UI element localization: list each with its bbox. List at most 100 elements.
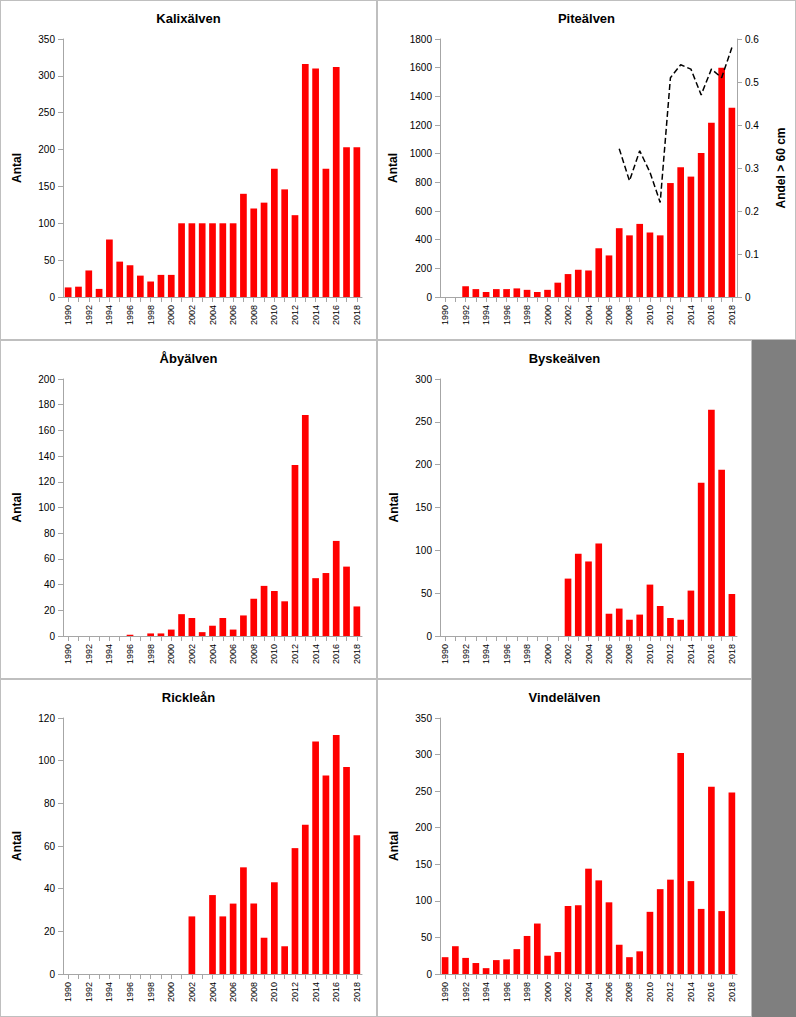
- svg-text:2016: 2016: [706, 644, 716, 664]
- svg-text:1992: 1992: [461, 305, 471, 325]
- svg-text:200: 200: [415, 459, 432, 470]
- svg-text:0.1: 0.1: [745, 249, 759, 260]
- svg-text:2008: 2008: [624, 644, 634, 664]
- svg-text:2000: 2000: [166, 644, 176, 664]
- svg-text:Andel > 60 cm: Andel > 60 cm: [774, 127, 788, 208]
- svg-text:800: 800: [415, 177, 432, 188]
- svg-text:2000: 2000: [543, 982, 553, 1002]
- svg-text:2000: 2000: [543, 305, 553, 325]
- svg-text:0: 0: [426, 292, 432, 303]
- svg-text:2016: 2016: [331, 982, 341, 1002]
- svg-text:1400: 1400: [410, 91, 433, 102]
- svg-text:2016: 2016: [706, 982, 716, 1002]
- svg-text:2006: 2006: [228, 305, 238, 325]
- svg-text:2004: 2004: [208, 982, 218, 1002]
- svg-text:0.2: 0.2: [745, 206, 759, 217]
- svg-text:0: 0: [745, 292, 751, 303]
- svg-text:1994: 1994: [104, 644, 114, 664]
- svg-text:2006: 2006: [604, 982, 614, 1002]
- svg-text:2012: 2012: [290, 305, 300, 325]
- svg-text:250: 250: [415, 786, 432, 797]
- svg-text:1990: 1990: [440, 982, 450, 1002]
- svg-text:600: 600: [415, 206, 432, 217]
- svg-text:100: 100: [415, 895, 432, 906]
- svg-text:2004: 2004: [584, 982, 594, 1002]
- svg-text:0: 0: [426, 969, 432, 980]
- svg-text:2010: 2010: [269, 644, 279, 664]
- svg-text:100: 100: [415, 545, 432, 556]
- svg-text:Antal: Antal: [386, 153, 400, 183]
- svg-text:Antal: Antal: [387, 831, 401, 861]
- svg-text:2002: 2002: [187, 982, 197, 1002]
- svg-text:1996: 1996: [502, 982, 512, 1002]
- svg-text:2014: 2014: [686, 305, 696, 325]
- svg-text:40: 40: [44, 579, 56, 590]
- svg-text:2012: 2012: [290, 982, 300, 1002]
- svg-text:Byskeälven: Byskeälven: [529, 351, 601, 366]
- svg-text:2004: 2004: [208, 305, 218, 325]
- svg-text:2018: 2018: [727, 982, 737, 1002]
- svg-text:1200: 1200: [410, 120, 433, 131]
- svg-text:400: 400: [415, 234, 432, 245]
- svg-text:2010: 2010: [269, 982, 279, 1002]
- svg-text:2008: 2008: [624, 982, 634, 1002]
- svg-text:180: 180: [38, 399, 55, 410]
- svg-text:2002: 2002: [563, 644, 573, 664]
- svg-text:60: 60: [44, 553, 56, 564]
- svg-text:0.6: 0.6: [745, 34, 759, 45]
- svg-text:0: 0: [49, 631, 55, 642]
- svg-text:1000: 1000: [410, 148, 433, 159]
- svg-text:160: 160: [38, 425, 55, 436]
- svg-text:Piteälven: Piteälven: [558, 11, 615, 26]
- svg-text:200: 200: [38, 144, 55, 155]
- svg-text:200: 200: [38, 374, 55, 385]
- svg-text:20: 20: [44, 926, 56, 937]
- svg-text:2016: 2016: [331, 305, 341, 325]
- svg-text:Rickleån: Rickleån: [162, 690, 216, 705]
- svg-text:2018: 2018: [352, 305, 362, 325]
- svg-text:2002: 2002: [563, 305, 573, 325]
- svg-text:Antal: Antal: [10, 493, 24, 523]
- svg-text:2018: 2018: [352, 982, 362, 1002]
- svg-text:2006: 2006: [228, 982, 238, 1002]
- svg-text:2014: 2014: [686, 982, 696, 1002]
- svg-text:50: 50: [421, 588, 433, 599]
- svg-text:2010: 2010: [645, 644, 655, 664]
- svg-text:1996: 1996: [125, 305, 135, 325]
- svg-text:300: 300: [38, 70, 55, 81]
- svg-text:1992: 1992: [461, 644, 471, 664]
- svg-text:200: 200: [415, 263, 432, 274]
- svg-text:2000: 2000: [166, 305, 176, 325]
- svg-text:40: 40: [44, 883, 56, 894]
- svg-text:250: 250: [415, 416, 432, 427]
- svg-text:150: 150: [415, 859, 432, 870]
- svg-text:350: 350: [38, 34, 55, 45]
- svg-text:1996: 1996: [125, 982, 135, 1002]
- svg-text:1990: 1990: [63, 305, 73, 325]
- svg-text:100: 100: [38, 218, 55, 229]
- svg-text:1998: 1998: [146, 982, 156, 1002]
- svg-text:0.5: 0.5: [745, 77, 759, 88]
- svg-text:1996: 1996: [125, 644, 135, 664]
- svg-text:50: 50: [421, 932, 433, 943]
- svg-text:1998: 1998: [522, 305, 532, 325]
- svg-text:1994: 1994: [104, 305, 114, 325]
- svg-text:1994: 1994: [481, 644, 491, 664]
- svg-text:140: 140: [38, 451, 55, 462]
- svg-text:0: 0: [49, 969, 55, 980]
- svg-text:1994: 1994: [481, 305, 491, 325]
- svg-text:2012: 2012: [665, 305, 675, 325]
- svg-text:2006: 2006: [604, 644, 614, 664]
- svg-text:2006: 2006: [604, 305, 614, 325]
- svg-text:1992: 1992: [461, 982, 471, 1002]
- svg-text:2006: 2006: [228, 644, 238, 664]
- svg-text:50: 50: [44, 255, 56, 266]
- svg-text:1990: 1990: [440, 644, 450, 664]
- svg-text:1800: 1800: [410, 34, 433, 45]
- svg-text:2002: 2002: [563, 982, 573, 1002]
- svg-text:120: 120: [38, 713, 55, 724]
- svg-text:2000: 2000: [543, 644, 553, 664]
- svg-text:2012: 2012: [665, 982, 675, 1002]
- svg-text:100: 100: [38, 502, 55, 513]
- svg-text:0.3: 0.3: [745, 163, 759, 174]
